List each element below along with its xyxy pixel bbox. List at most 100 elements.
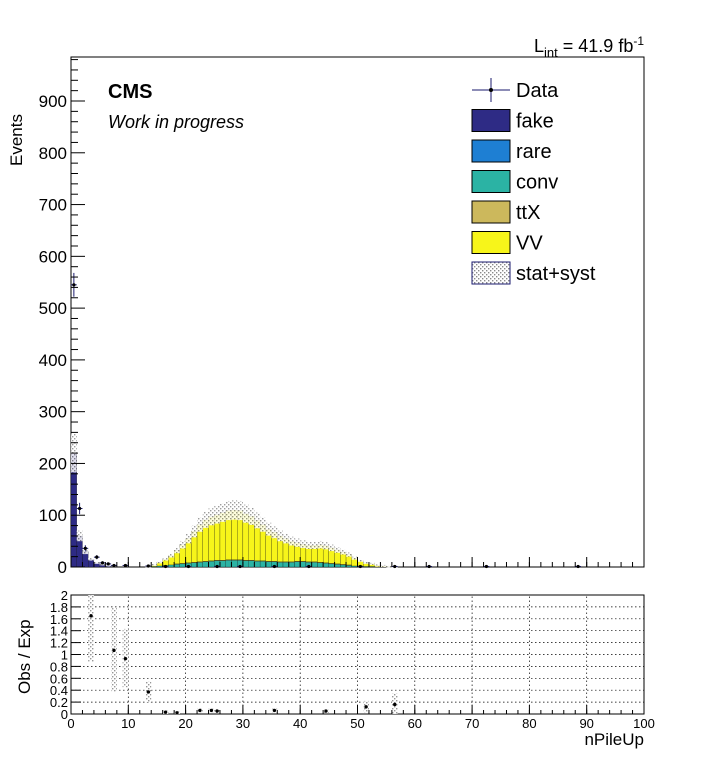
uncertainty-band: [179, 540, 186, 549]
uncertainty-band: [237, 500, 243, 521]
stack-bin-conv: [248, 560, 255, 568]
uncertainty-band: [340, 549, 347, 555]
uncertainty-band: [254, 512, 261, 529]
data-point: [112, 563, 116, 568]
main-plot-frame: [70, 56, 645, 568]
stack-bin-conv: [265, 561, 272, 568]
ratio-y-axis-label: Obs / Exp: [15, 619, 34, 694]
x-tick-label: 0: [67, 716, 74, 731]
y-tick-label: 500: [39, 299, 67, 318]
uncertainty-band: [265, 522, 272, 536]
ratio-point: [89, 614, 93, 618]
legend-swatch-stat+syst: [471, 261, 511, 285]
y-tick-label: 0: [58, 558, 67, 577]
uncertainty-band: [174, 547, 180, 554]
stack-bin-conv: [196, 562, 203, 568]
stack-bin-conv: [242, 560, 249, 568]
stack-bin-conv: [225, 560, 232, 568]
ratio-y-tick-label: 1: [61, 648, 68, 663]
x-tick-label: 40: [293, 716, 307, 731]
ratio-y-tick-label: 2: [61, 588, 68, 603]
uncertainty-band: [214, 505, 220, 524]
uncertainty-band: [283, 533, 289, 544]
uncertainty-band: [351, 556, 358, 560]
uncertainty-band: [323, 542, 329, 550]
stack-bin-conv: [174, 564, 180, 568]
x-tick-label: 60: [408, 716, 422, 731]
x-tick-label: 90: [579, 716, 593, 731]
data-point: [215, 564, 219, 569]
stack-bin-conv: [311, 562, 318, 568]
ratio-y-tick-label: 0.6: [50, 671, 68, 686]
stack-bin-conv: [317, 562, 324, 568]
legend-data-marker: [489, 88, 493, 92]
ratio-point: [163, 710, 168, 714]
ratio-point: [123, 656, 128, 661]
ratio-y-tick-label: 0.2: [50, 695, 68, 710]
stack-bin-conv: [282, 562, 289, 568]
ratio-point: [175, 711, 179, 715]
stack-bin-conv: [294, 561, 301, 568]
uncertainty-band: [305, 541, 312, 549]
cms-label: CMS: [108, 81, 152, 103]
uncertainty-band: [168, 553, 175, 558]
ratio-uncertainty-band: [88, 595, 94, 662]
stack-bin-conv: [334, 564, 341, 568]
ratio-point: [215, 709, 219, 713]
stack-bin-conv: [259, 561, 266, 568]
y-tick-label: 600: [39, 247, 67, 266]
ratio-y-tick-label: 1.2: [50, 636, 68, 651]
data-point: [272, 564, 277, 569]
ratio-point: [272, 708, 277, 713]
uncertainty-band: [76, 530, 83, 542]
data-point: [100, 561, 105, 565]
uncertainty-band: [288, 536, 295, 546]
data-point: [393, 564, 397, 569]
data-point: [95, 555, 99, 559]
y-tick-label: 900: [39, 92, 67, 111]
legend-label-Data: Data: [516, 80, 559, 102]
uncertainty-band: [311, 541, 318, 549]
uncertainty-band: [386, 565, 392, 568]
y-tick-label: 200: [39, 454, 67, 473]
legend: Data fake rare conv ttX VV stat+syst: [471, 78, 596, 285]
ratio-y-tick-label: 1.6: [50, 612, 68, 627]
uncertainty-band: [219, 503, 226, 522]
uncertainty-band: [93, 561, 100, 564]
x-tick-label: 20: [178, 716, 192, 731]
data-point: [146, 564, 150, 568]
ratio-y-tick-label: 0.4: [50, 683, 68, 698]
main-plot-layer: 0 100 200 300 400 500 600 700 800 900: [39, 59, 645, 577]
ratio-point: [393, 702, 397, 707]
uncertainty-band: [363, 561, 369, 564]
legend-label-stat+syst: stat+syst: [516, 263, 596, 285]
x-tick-label: 80: [522, 716, 536, 731]
uncertainty-band: [294, 538, 301, 547]
stack-bin-conv: [156, 565, 163, 568]
ratio-point: [146, 690, 151, 694]
y-tick-label: 700: [39, 196, 67, 215]
data-point: [77, 506, 82, 511]
ratio-point: [198, 708, 202, 713]
legend-label-VV: VV: [516, 233, 543, 255]
data-point: [83, 546, 87, 550]
ratio-y-tick-label: 1.4: [50, 624, 68, 639]
legend-swatch-VV: [471, 231, 511, 254]
cms-sublabel: Work in progress: [108, 112, 244, 132]
y-tick-label: 100: [39, 506, 67, 525]
y-tick-label: 300: [39, 403, 67, 422]
uncertainty-band: [156, 561, 163, 564]
uncertainty-band: [334, 547, 341, 553]
ratio-plot-layer: 00.20.40.60.811.21.41.61.820 10 20 30 40 50 60…: [50, 588, 655, 731]
data-point: [427, 564, 431, 569]
uncertainty-band: [225, 500, 232, 521]
data-point: [186, 564, 191, 569]
uncertainty-band: [151, 563, 157, 566]
uncertainty-band: [82, 548, 89, 555]
x-tick-label: 100: [633, 716, 655, 731]
uncertainty-band: [197, 517, 203, 532]
ratio-point: [324, 709, 328, 713]
uncertainty-band: [317, 540, 324, 549]
data-point: [123, 563, 128, 568]
legend-label-conv: conv: [516, 172, 558, 194]
